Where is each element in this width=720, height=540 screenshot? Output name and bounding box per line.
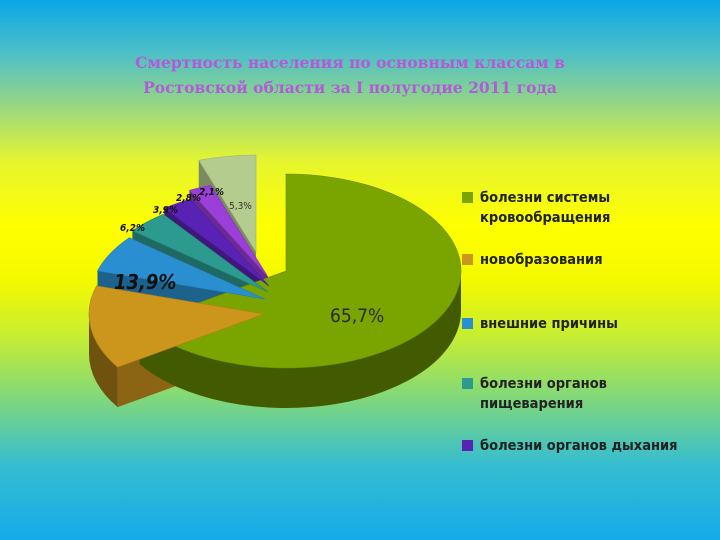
slice-value-label-6: 5,3% [229, 201, 252, 212]
legend-swatch [462, 318, 473, 329]
chart-title: Смертность населения по основным классам… [90, 50, 610, 100]
legend-label: болезни системы кровообращения [480, 190, 611, 226]
slice-value-label-1: 13,9% [114, 270, 176, 294]
chart-title-line-2: Ростовской области за I полугодие 2011 г… [143, 78, 557, 97]
slice-outer-wall [139, 271, 461, 408]
legend-swatch [462, 192, 473, 203]
slice-value-label-4: 2,8% [176, 193, 201, 204]
slice-value-label-0: 65,7% [330, 305, 384, 327]
slice-outer-wall [89, 314, 118, 408]
pie-slice-1 [88, 285, 266, 368]
slice-value-label-3: 3,9% [153, 205, 178, 216]
legend-label: новобразования [480, 252, 603, 268]
chart-title-line-1: Смертность населения по основным классам… [135, 53, 565, 72]
pie-tops [88, 154, 462, 369]
legend-label: болезни органов пищеварения [480, 376, 607, 412]
pie-slice-6 [198, 154, 257, 254]
pie-slice-2 [97, 237, 266, 300]
legend-label: болезни органов дыхания [480, 438, 678, 454]
legend-swatch [462, 378, 473, 389]
legend-swatch [462, 440, 473, 451]
pie-slice-5 [188, 185, 269, 278]
pie-slice-3 [131, 213, 269, 293]
slice-value-label-2: 6,2% [120, 223, 145, 234]
legend-label: внешние причины [480, 316, 618, 332]
legend-swatch [462, 254, 473, 265]
pie-labels: 65,7% 13,9% 6,2% 3,9%2,8%2,1% 5,3% [114, 187, 384, 327]
pie-slice-4 [163, 198, 270, 287]
slice-value-label-5: 2,1% [199, 187, 224, 198]
